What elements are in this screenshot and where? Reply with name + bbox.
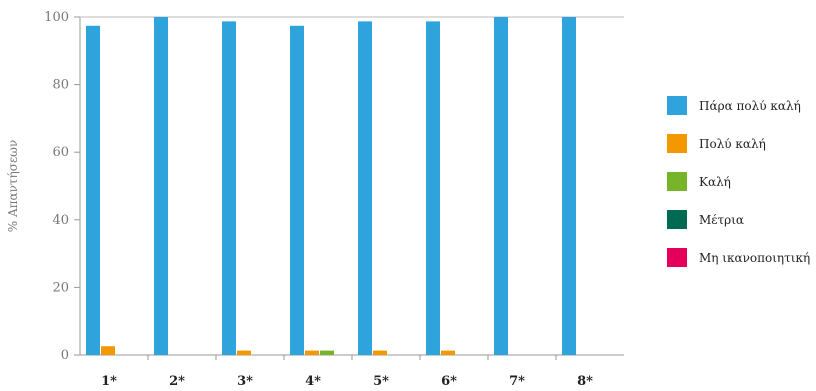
x-tick-label: 7* — [509, 374, 525, 389]
y-tick-label: 40 — [52, 213, 69, 228]
legend: Πάρα πολύ καλή Πολύ καλή Καλή Μέτρια Μη ικαν… — [667, 96, 810, 267]
bar — [320, 350, 334, 355]
bar — [305, 350, 319, 355]
y-tick-label: 20 — [52, 280, 69, 295]
bar — [494, 17, 508, 355]
y-tick-label: 60 — [52, 145, 69, 160]
legend-swatch — [667, 172, 687, 191]
bar — [373, 350, 387, 355]
bar — [426, 21, 440, 355]
x-tick-label: 5* — [373, 374, 389, 389]
legend-swatch — [667, 96, 687, 115]
legend-swatch — [667, 134, 687, 153]
x-tick-label: 1* — [101, 374, 117, 389]
legend-label: Πολύ καλή — [699, 137, 766, 151]
legend-label: Μέτρια — [699, 213, 744, 227]
x-tick-label: 8* — [577, 374, 593, 389]
bar — [290, 25, 304, 356]
x-tick-label: 3* — [237, 374, 253, 389]
bar — [101, 346, 115, 355]
y-tick-label: 0 — [61, 348, 69, 363]
bar — [222, 21, 236, 355]
x-tick-marks — [147, 355, 557, 360]
bar — [562, 17, 576, 355]
legend-swatch — [667, 210, 687, 229]
y-axis-label: % Απαντήσεων — [6, 140, 20, 232]
y-tick-labels: 0 20 40 60 80 100 — [44, 10, 80, 363]
x-tick-label: 6* — [441, 374, 457, 389]
bar — [237, 350, 251, 355]
bar — [154, 17, 168, 355]
bar — [358, 21, 372, 355]
legend-label: Μη ικανοποιητική — [699, 251, 810, 265]
legend-swatch — [667, 248, 687, 267]
legend-label: Πάρα πολύ καλή — [699, 99, 801, 113]
x-tick-label: 2* — [169, 374, 185, 389]
x-tick-labels: 1* 2* 3* 4* 5* 6* 7* 8* — [101, 374, 593, 389]
bar — [86, 25, 100, 356]
y-tick-label: 100 — [44, 10, 69, 25]
x-tick-label: 4* — [305, 374, 321, 389]
bar — [441, 350, 455, 355]
legend-label: Καλή — [699, 175, 731, 189]
bars — [86, 17, 576, 356]
y-tick-label: 80 — [52, 78, 69, 93]
